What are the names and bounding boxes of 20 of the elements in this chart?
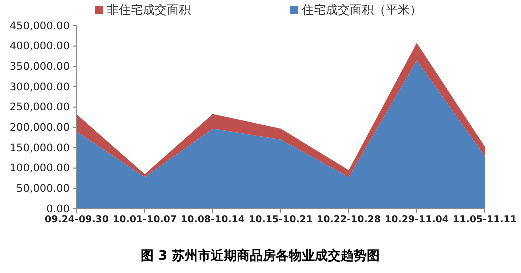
y-tick-label: 300,000.00 (10, 81, 70, 94)
x-tick-label: 09.24-09.30 (44, 214, 110, 226)
x-tick-label: 11.05-11.11 (452, 214, 518, 226)
y-tick-label: 200,000.00 (10, 122, 70, 134)
x-tick-label: 10.29-11.04 (384, 214, 450, 226)
y-tick-label: 150,000.00 (10, 142, 70, 154)
y-tick-label: 100,000.00 (10, 162, 70, 175)
y-tick-label: 50,000.00 (16, 183, 70, 196)
y-tick-label: 450,000.00 (10, 20, 70, 32)
legend-label: 非住宅成交面积 (107, 3, 191, 17)
y-tick-label: 0.00 (46, 203, 70, 216)
y-tick-label: 250,000.00 (10, 102, 70, 114)
x-tick-label: 10.15-10.21 (248, 214, 314, 226)
x-tick-label: 10.01-10.07 (112, 214, 178, 226)
legend-label: 住宅成交面积（平米） (301, 3, 422, 17)
y-tick-label: 350,000.00 (10, 61, 70, 74)
x-tick-label: 10.08-10.14 (180, 214, 246, 226)
y-tick-label: 400,000.00 (10, 40, 70, 53)
text: 图 3 苏州市近期商品房各物业成交趋势图 (140, 248, 380, 264)
x-tick-label: 10.22-10.28 (316, 214, 382, 226)
